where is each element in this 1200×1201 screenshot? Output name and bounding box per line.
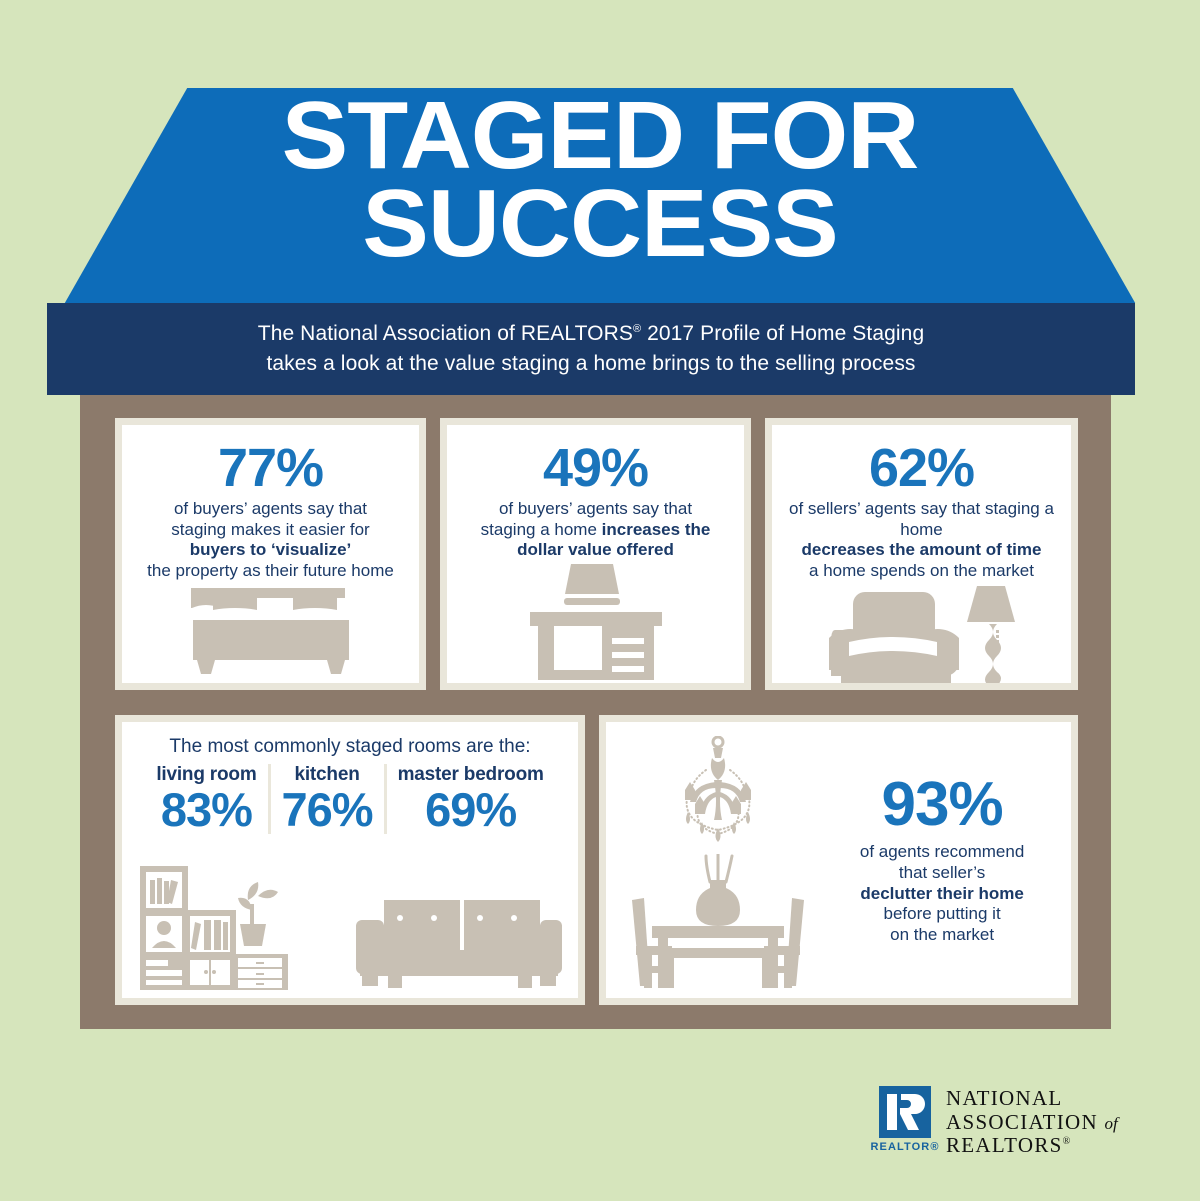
stat-card-time-on-market: 62% of sellers’ agents say that staging … <box>765 418 1078 690</box>
room-item-living-room: living room 83% <box>145 764 267 834</box>
desk-icon <box>526 562 666 682</box>
declutter-line-2: that seller’s <box>898 862 986 882</box>
realtor-mark: REALTOR® <box>870 1086 938 1153</box>
subtitle-line-1-prefix: The National Association of REALTORS <box>257 322 633 346</box>
roof: STAGED FOR SUCCESS <box>0 0 1200 310</box>
subtitle-banner: The National Association of REALTORS® 20… <box>47 303 1135 395</box>
nar-realtors-text: REALTORS <box>946 1133 1063 1158</box>
rooms-heading: The most commonly staged rooms are the: <box>169 736 531 757</box>
visualize-line-1: of buyers’ agents say that <box>173 499 368 518</box>
room-label-kitchen: kitchen <box>294 764 360 785</box>
subtitle-line-1: The National Association of REALTORS® 20… <box>258 319 924 349</box>
declutter-line-4: before putting it <box>883 904 1001 924</box>
dollar-line-3: dollar value offered <box>517 540 674 560</box>
nar-line-realtors: REALTORS® <box>946 1133 1118 1158</box>
rooms-row: living room 83% kitchen 76% master bedro… <box>122 764 578 834</box>
stats-grid: 77% of buyers’ agents say that staging m… <box>115 418 1078 1005</box>
visualize-line-2: staging makes it easier for <box>171 519 370 539</box>
declutter-line-5: on the market <box>890 925 995 945</box>
icon-slot-armchair-lamp <box>772 582 1071 683</box>
stat-percent-visualize: 77% <box>217 438 324 498</box>
time-line-1: of sellers’ agents say that staging a ho… <box>789 499 1054 539</box>
stat-percent-time: 62% <box>868 438 975 498</box>
declutter-text: 93% of agents recommend that seller’s de… <box>829 774 1071 946</box>
registered-mark: ® <box>632 323 642 336</box>
time-line-3: a home spends on the market <box>809 561 1034 581</box>
stat-card-dollar-value: 49% of buyers’ agents say that staging a… <box>440 418 751 690</box>
stat-description-declutter: of agents recommend that seller’s declut… <box>829 842 1055 946</box>
declutter-line-3: declutter their home <box>860 883 1024 903</box>
rooms-icons <box>122 866 578 990</box>
room-percent-master-bedroom: 69% <box>425 783 517 836</box>
nar-of-text: of <box>1104 1113 1118 1133</box>
icon-slot-desk <box>447 561 744 683</box>
realtor-r-icon <box>879 1086 931 1138</box>
stat-card-declutter: 93% of agents recommend that seller’s de… <box>599 715 1078 1005</box>
nar-line-association: ASSOCIATION of <box>946 1109 1118 1135</box>
stat-description-time: of sellers’ agents say that staging a ho… <box>772 499 1071 582</box>
subtitle-line-1-suffix: 2017 Profile of Home Staging <box>641 322 925 346</box>
visualize-line-3: buyers to ‘visualize’ <box>189 540 352 560</box>
nar-line-national: NATIONAL <box>946 1086 1063 1110</box>
stat-card-most-staged-rooms: The most commonly staged rooms are the: … <box>115 715 585 1005</box>
nar-association-text: ASSOCIATION <box>946 1109 1105 1134</box>
dollar-line-2-prefix: staging a home <box>480 519 602 539</box>
dollar-line-1: of buyers’ agents say that <box>498 499 693 518</box>
stat-card-visualize: 77% of buyers’ agents say that staging m… <box>115 418 426 690</box>
icon-slot-bed <box>122 582 419 683</box>
roof-shape <box>64 88 1136 303</box>
nar-wordmark: NATIONAL ASSOCIATION of REALTORS® <box>946 1086 1118 1158</box>
time-line-2: decreases the amount of time <box>801 540 1042 560</box>
nar-logo: REALTOR® NATIONAL ASSOCIATION of REALTOR… <box>870 1086 1126 1164</box>
dining-table-icon <box>630 854 806 996</box>
room-percent-kitchen: 76% <box>281 783 374 836</box>
declutter-line-1: of agents recommend <box>859 842 1025 862</box>
declutter-icons <box>606 722 829 998</box>
room-label-master-bedroom: master bedroom <box>397 764 544 785</box>
chandelier-icon <box>658 736 778 848</box>
subtitle-line-2: takes a look at the value staging a home… <box>266 352 916 375</box>
visualize-line-4: the property as their future home <box>147 561 394 581</box>
realtor-wordmark: REALTOR® <box>870 1141 940 1153</box>
stat-description-dollar: of buyers’ agents say that staging a hom… <box>475 499 717 561</box>
room-item-master-bedroom: master bedroom 69% <box>383 764 555 836</box>
stat-percent-dollar: 49% <box>542 438 649 498</box>
room-label-living-room: living room <box>156 764 257 785</box>
bed-icon <box>190 586 351 678</box>
nar-registered-mark: ® <box>1062 1136 1072 1148</box>
dollar-line-2-bold: increases the <box>601 519 711 539</box>
room-percent-living-room: 83% <box>160 783 253 836</box>
room-item-kitchen: kitchen 76% <box>267 764 384 836</box>
armchair-lamp-icon <box>827 582 1017 683</box>
stat-percent-declutter: 93% <box>881 770 1004 840</box>
bookshelf-icon <box>140 866 288 990</box>
sofa-icon <box>352 884 564 990</box>
stat-description-visualize: of buyers’ agents say that staging makes… <box>141 499 400 582</box>
